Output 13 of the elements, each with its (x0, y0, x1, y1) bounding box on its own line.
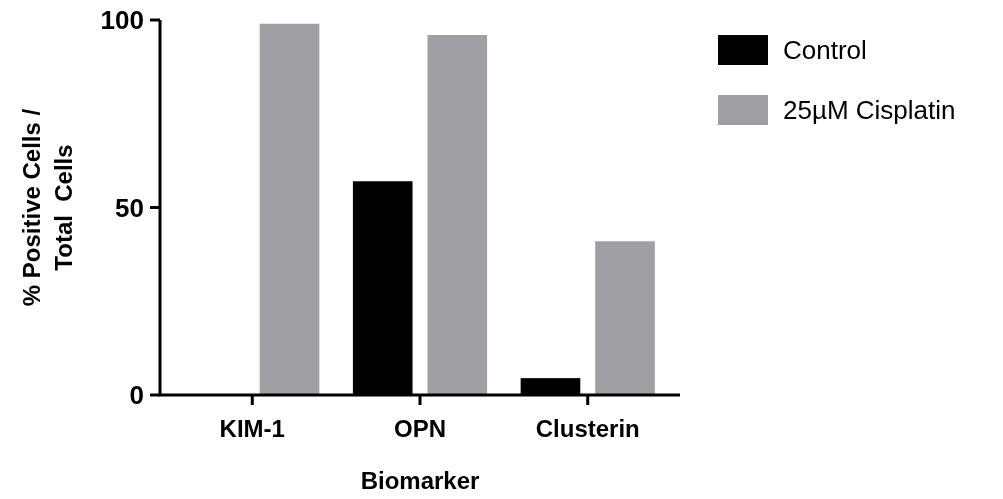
y-axis-title: % Positive Cells / Total Cells (18, 108, 77, 307)
bar (259, 23, 320, 395)
x-tick-label: KIM-1 (219, 415, 285, 442)
x-tick-label: OPN (393, 415, 447, 442)
x-tick-label: Clusterin (535, 415, 640, 442)
bar (595, 241, 655, 395)
legend-label: Control (783, 35, 867, 66)
y-tick-label: 100 (100, 5, 144, 36)
bar (427, 35, 488, 395)
y-tick-label: 50 (115, 192, 144, 223)
y-tick-label: 0 (129, 380, 144, 411)
legend-label: 25µM Cisplatin (783, 95, 956, 126)
x-axis-title: Biomarker (360, 467, 480, 494)
